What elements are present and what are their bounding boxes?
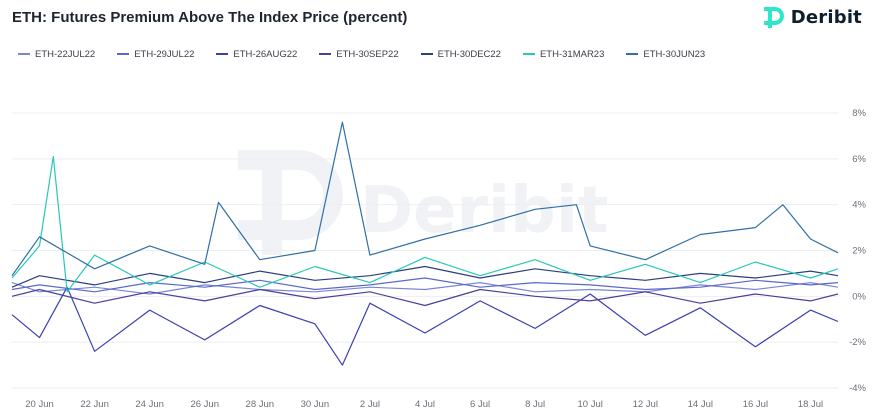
legend-label: ETH-30DEC22 [437, 48, 501, 60]
y-tick-label: 8% [852, 108, 866, 119]
series-line-eth-26aug22[interactable] [11, 286, 839, 366]
legend-item-eth-26aug22[interactable]: ETH-26AUG22 [216, 49, 297, 60]
legend-label: ETH-31MAR23 [539, 48, 605, 60]
brand-logo[interactable]: Deribit [761, 4, 862, 30]
y-tick-label: 0% [852, 291, 866, 302]
chart-legend: ETH-22JUL22 ETH-29JUL22 ETH-26AUG22 ETH-30S… [18, 46, 727, 62]
series-line-eth-30sep22[interactable] [11, 288, 839, 307]
series-line-eth-29jul22[interactable] [11, 277, 839, 293]
x-tick-label: 24 Jun [135, 399, 164, 410]
brand-name: Deribit [790, 6, 862, 28]
grid-lines [12, 112, 838, 389]
chart-header: ETH: Futures Premium Above The Index Pri… [0, 0, 872, 40]
series-line-eth-30jun23[interactable] [11, 121, 839, 277]
x-tick-label: 28 Jun [246, 399, 275, 410]
legend-item-eth-29jul22[interactable]: ETH-29JUL22 [117, 49, 194, 60]
series-layer [11, 121, 839, 366]
y-tick-label: -4% [849, 383, 866, 394]
chart-title: ETH: Futures Premium Above The Index Pri… [12, 9, 408, 26]
legend-item-eth-30jun23[interactable]: ETH-30JUN23 [626, 49, 705, 60]
legend-label: ETH-29JUL22 [134, 48, 195, 60]
legend-swatch [420, 53, 433, 55]
legend-swatch [626, 53, 639, 55]
series-line-eth-31mar23[interactable] [11, 155, 839, 293]
series-line-eth-22jul22[interactable] [11, 282, 839, 295]
legend-label: ETH-30SEP22 [336, 48, 399, 60]
legend-swatch [18, 53, 30, 55]
legend-swatch [522, 53, 535, 55]
legend-label: ETH-22JUL22 [35, 48, 96, 60]
x-tick-label: 6 Jul [470, 399, 490, 410]
legend-swatch [216, 53, 229, 55]
legend-label: ETH-30JUN23 [643, 48, 706, 60]
deribit-logo-icon [763, 7, 784, 28]
x-tick-label: 18 Jul [798, 399, 823, 410]
x-tick-label: 2 Jul [360, 399, 380, 410]
x-tick-label: 12 Jul [633, 399, 658, 410]
legend-item-eth-31mar23[interactable]: ETH-31MAR23 [522, 48, 605, 60]
x-tick-label: 22 Jun [80, 399, 109, 410]
x-tick-label: 10 Jul [578, 399, 603, 410]
legend-item-eth-30sep22[interactable]: ETH-30SEP22 [319, 48, 399, 60]
x-tick-label: 14 Jul [688, 399, 713, 410]
legend-item-eth-30dec22[interactable]: ETH-30DEC22 [420, 48, 501, 60]
y-tick-label: 6% [852, 154, 866, 165]
y-tick-label: 4% [852, 200, 866, 211]
legend-swatch [117, 53, 130, 55]
watermark-logo-icon [238, 150, 343, 255]
y-tick-label: -2% [849, 337, 866, 348]
x-tick-label: 16 Jul [743, 399, 768, 410]
x-tick-label: 30 Jun [301, 399, 330, 410]
x-tick-label: 20 Jun [25, 399, 54, 410]
x-tick-label: 8 Jul [525, 399, 545, 410]
x-tick-label: 4 Jul [415, 399, 435, 410]
x-tick-label: 26 Jun [190, 399, 219, 410]
y-axis: 8% 6% 4% 2% 0% -2% -4% [849, 108, 866, 394]
legend-item-eth-22jul22[interactable]: ETH-22JUL22 [18, 49, 95, 60]
x-axis: 20 Jun 22 Jun 24 Jun 26 Jun 28 Jun 30 Jun 2 Ju… [25, 399, 823, 410]
y-tick-label: 2% [852, 246, 866, 257]
watermark: Deribit [238, 150, 608, 255]
legend-label: ETH-26AUG22 [233, 48, 298, 60]
legend-swatch [319, 53, 332, 55]
watermark-text: Deribit [360, 174, 608, 248]
series-line-eth-30dec22[interactable] [11, 265, 839, 288]
